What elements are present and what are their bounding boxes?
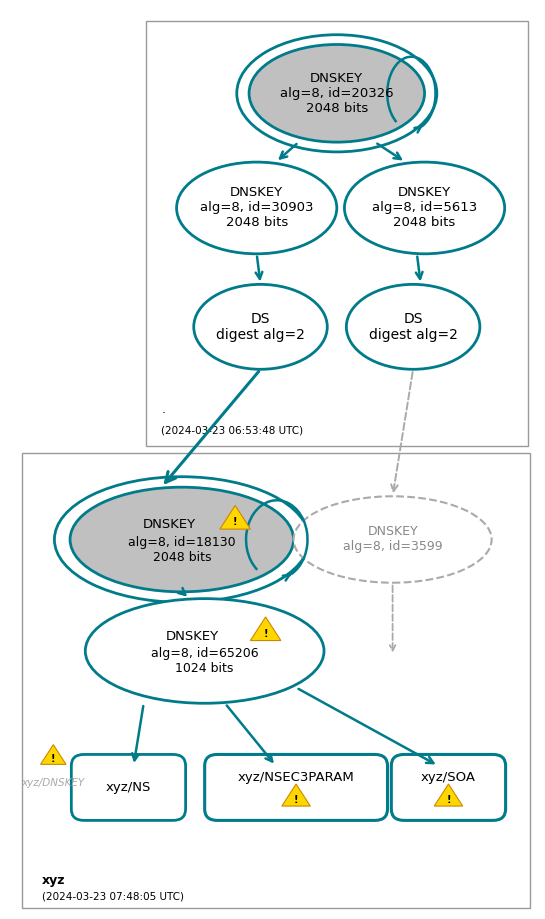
Ellipse shape bbox=[249, 44, 425, 142]
Text: !: ! bbox=[446, 795, 451, 805]
Text: DS
digest alg=2: DS digest alg=2 bbox=[216, 312, 305, 342]
Text: xyz: xyz bbox=[42, 874, 65, 887]
FancyBboxPatch shape bbox=[22, 453, 530, 908]
Ellipse shape bbox=[294, 496, 492, 583]
Text: DS
digest alg=2: DS digest alg=2 bbox=[368, 312, 458, 342]
Text: xyz/NSEC3PARAM: xyz/NSEC3PARAM bbox=[238, 771, 354, 784]
Ellipse shape bbox=[70, 487, 294, 592]
Text: DNSKEY
alg=8, id=20326
2048 bits: DNSKEY alg=8, id=20326 2048 bits bbox=[280, 72, 393, 115]
Text: DNSKEY
alg=8, id=5613
2048 bits: DNSKEY alg=8, id=5613 2048 bits bbox=[372, 187, 477, 230]
Text: DNSKEY: DNSKEY bbox=[143, 518, 196, 531]
Text: DNSKEY: DNSKEY bbox=[165, 630, 219, 643]
Text: !: ! bbox=[51, 754, 56, 764]
Text: alg=8, id=65206
1024 bits: alg=8, id=65206 1024 bits bbox=[151, 647, 258, 675]
Polygon shape bbox=[220, 505, 250, 529]
Text: alg=8, id=18130
2048 bits: alg=8, id=18130 2048 bits bbox=[128, 536, 235, 563]
Ellipse shape bbox=[347, 284, 480, 369]
FancyBboxPatch shape bbox=[71, 754, 186, 821]
Ellipse shape bbox=[177, 162, 337, 254]
Text: !: ! bbox=[233, 517, 238, 528]
FancyBboxPatch shape bbox=[205, 754, 387, 821]
Text: !: ! bbox=[294, 795, 298, 805]
Text: (2024-03-23 07:48:05 UTC): (2024-03-23 07:48:05 UTC) bbox=[42, 891, 184, 902]
Text: .: . bbox=[161, 403, 165, 416]
Text: xyz/SOA: xyz/SOA bbox=[421, 771, 476, 784]
Ellipse shape bbox=[86, 598, 324, 703]
Ellipse shape bbox=[344, 162, 505, 254]
Ellipse shape bbox=[194, 284, 327, 369]
FancyBboxPatch shape bbox=[146, 21, 528, 446]
FancyBboxPatch shape bbox=[391, 754, 506, 821]
Text: !: ! bbox=[263, 629, 268, 639]
Polygon shape bbox=[40, 744, 66, 765]
Text: xyz/NS: xyz/NS bbox=[106, 781, 151, 794]
Text: (2024-03-23 06:53:48 UTC): (2024-03-23 06:53:48 UTC) bbox=[161, 425, 304, 436]
Text: DNSKEY
alg=8, id=30903
2048 bits: DNSKEY alg=8, id=30903 2048 bits bbox=[200, 187, 313, 230]
Polygon shape bbox=[282, 784, 310, 806]
Polygon shape bbox=[434, 784, 463, 806]
Text: DNSKEY
alg=8, id=3599: DNSKEY alg=8, id=3599 bbox=[343, 526, 443, 553]
Polygon shape bbox=[250, 617, 281, 641]
Text: xyz/DNSKEY: xyz/DNSKEY bbox=[22, 777, 85, 788]
